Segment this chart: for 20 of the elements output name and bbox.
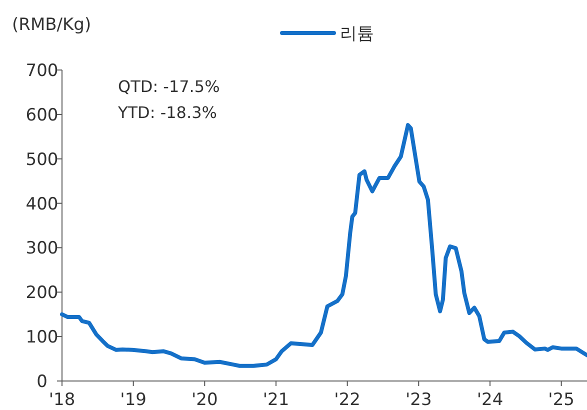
y-tick-label: 400 [26, 194, 58, 214]
x-tick-label: '21 [262, 390, 290, 410]
x-tick-label: '22 [334, 390, 360, 410]
annotation: YTD: -18.3% [118, 103, 217, 122]
x-tick-label: '18 [48, 390, 76, 410]
y-tick-label: 100 [26, 328, 58, 348]
x-tick-label: '19 [120, 390, 146, 410]
y-tick-label: 0 [36, 372, 48, 392]
y-tick-label: 600 [26, 105, 58, 126]
y-tick-label: 700 [26, 61, 58, 81]
y-tick-label: 300 [26, 238, 58, 259]
x-tick-label: '23 [406, 390, 432, 410]
x-tick-label: '25 [548, 390, 574, 410]
y-axis-title: (RMB/Kg) [12, 15, 92, 35]
y-tick-label: 500 [26, 150, 58, 170]
x-tick-label: '20 [192, 390, 218, 410]
annotation: QTD: -17.5% [118, 77, 220, 96]
y-tick-label: 200 [26, 283, 58, 304]
x-tick-label: '24 [476, 390, 504, 410]
legend-label: 리튬 [340, 24, 374, 44]
